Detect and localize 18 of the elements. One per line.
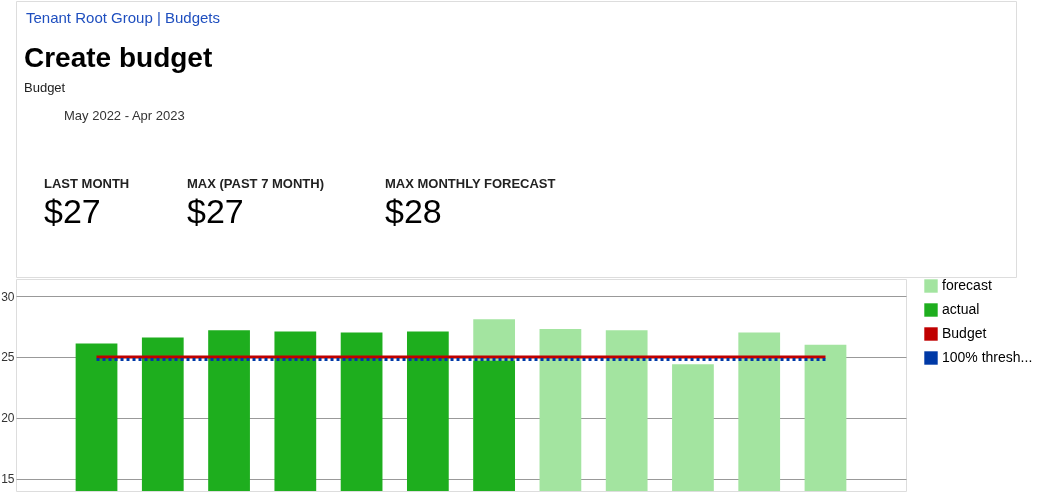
text: $27	[44, 192, 101, 230]
legend-label: 100% thresh...	[942, 349, 1033, 365]
chart-title: Create budget	[24, 42, 213, 73]
text: $27	[187, 192, 244, 230]
y-tick-label: 30	[1, 289, 15, 304]
y-tick-label: 25	[1, 350, 15, 365]
legend-label: forecast	[942, 277, 992, 293]
text: MAX MONTHLY FORECAST	[385, 176, 556, 191]
text: MAX (PAST 7 MONTH)	[187, 176, 324, 191]
y-tick-label: 20	[1, 411, 15, 426]
text: May 2022 - Apr 2023	[64, 108, 185, 123]
y-tick-label: 15	[1, 472, 15, 487]
text: $28	[385, 192, 442, 230]
legend-label: actual	[942, 301, 980, 317]
text: LAST MONTH	[44, 176, 130, 191]
chart-subtitle: Budget	[24, 80, 66, 95]
legend-label: Budget	[942, 325, 987, 341]
text: Tenant Root Group | Budgets	[26, 9, 221, 26]
